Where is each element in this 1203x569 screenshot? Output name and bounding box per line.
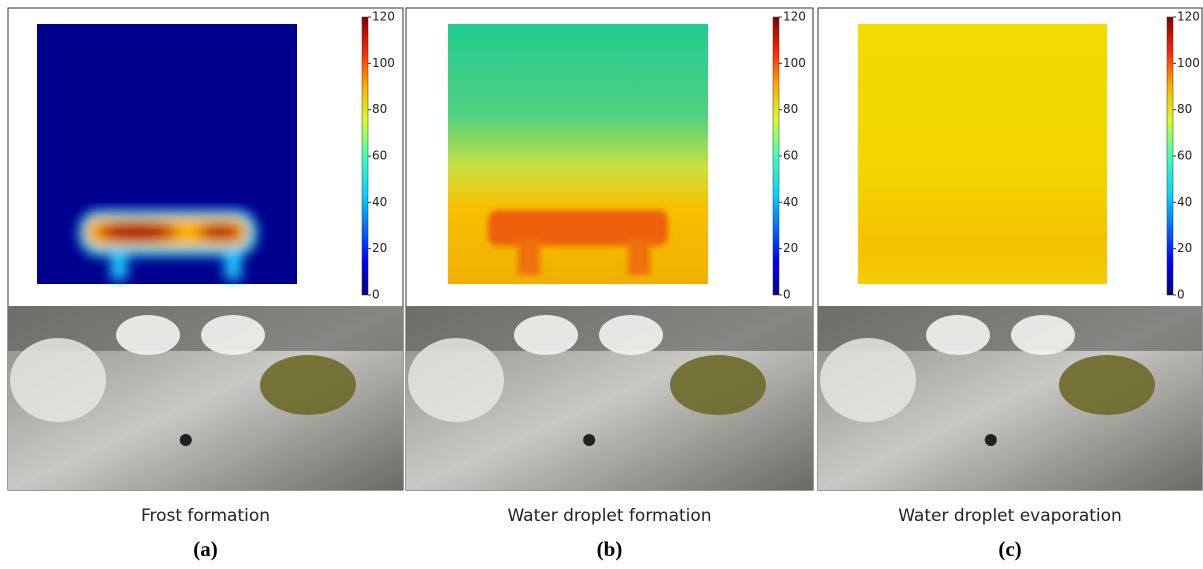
- flask: [408, 338, 504, 422]
- panel-label: (b): [597, 537, 623, 561]
- hole: [985, 434, 997, 446]
- colorbar-tick-label: 100: [1177, 56, 1200, 70]
- heatmap: [448, 24, 708, 284]
- panel: 0 20 40 60 80 100 120 Water droplet evaporation…: [818, 8, 1202, 561]
- photo: [818, 306, 1202, 490]
- figure: 0 20 40 60 80 100 120 Frost formation (a) 0 20 40 60…: [0, 0, 1203, 569]
- blob: [225, 246, 241, 280]
- blob: [198, 224, 242, 240]
- colorbar-tick-label: 120: [1177, 10, 1200, 24]
- colorbar-tick-label: 0: [783, 288, 791, 302]
- flask: [10, 338, 106, 422]
- flask: [926, 315, 990, 355]
- colorbar-tick-label: 80: [1177, 102, 1192, 116]
- colorbar-tick-label: 0: [372, 288, 380, 302]
- colorbar-tick-label: 120: [783, 10, 806, 24]
- panel: 0 20 40 60 80 100 120 Frost formation (a): [8, 8, 403, 561]
- caption: Water droplet formation: [507, 506, 711, 526]
- flask: [599, 315, 663, 355]
- colorbar-tick-label: 100: [783, 56, 806, 70]
- colorbar-tick-label: 60: [372, 149, 387, 163]
- colorbar-tick-label: 60: [1177, 149, 1192, 163]
- photo: [8, 306, 403, 490]
- hole: [583, 434, 595, 446]
- flask: [116, 315, 180, 355]
- caption: Frost formation: [141, 506, 270, 526]
- colorbar: [362, 17, 368, 295]
- colorbar-tick-label: 120: [372, 10, 395, 24]
- caption: Water droplet evaporation: [898, 506, 1122, 526]
- flask: [1059, 355, 1155, 415]
- panel-label: (a): [193, 537, 218, 561]
- flask: [670, 355, 766, 415]
- colorbar-tick-label: 100: [372, 56, 395, 70]
- flask: [820, 338, 916, 422]
- flask: [514, 315, 578, 355]
- colorbar-tick-label: 80: [783, 102, 798, 116]
- colorbar-tick-label: 20: [372, 241, 387, 255]
- panel-label: (c): [998, 537, 1021, 561]
- blob: [628, 239, 650, 275]
- flask: [201, 315, 265, 355]
- colorbar: [773, 17, 779, 295]
- colorbar-tick-label: 60: [783, 149, 798, 163]
- hole: [180, 434, 192, 446]
- colorbar: [1167, 17, 1173, 295]
- blob: [111, 246, 127, 280]
- colorbar-tick-label: 40: [783, 195, 798, 209]
- panel: 0 20 40 60 80 100 120 Water droplet formation (b…: [406, 8, 813, 561]
- blob: [97, 222, 177, 242]
- colorbar-tick-label: 20: [1177, 241, 1192, 255]
- heatmap-bg: [858, 24, 1107, 284]
- photo: [406, 306, 813, 490]
- colorbar-tick-label: 20: [783, 241, 798, 255]
- colorbar-tick-label: 40: [372, 195, 387, 209]
- flask: [1011, 315, 1075, 355]
- heatmap: [858, 24, 1107, 284]
- blob: [518, 239, 540, 275]
- colorbar-tick-label: 0: [1177, 288, 1185, 302]
- colorbar-tick-label: 80: [372, 102, 387, 116]
- heatmap: [37, 24, 297, 284]
- flask: [260, 355, 356, 415]
- colorbar-tick-label: 40: [1177, 195, 1192, 209]
